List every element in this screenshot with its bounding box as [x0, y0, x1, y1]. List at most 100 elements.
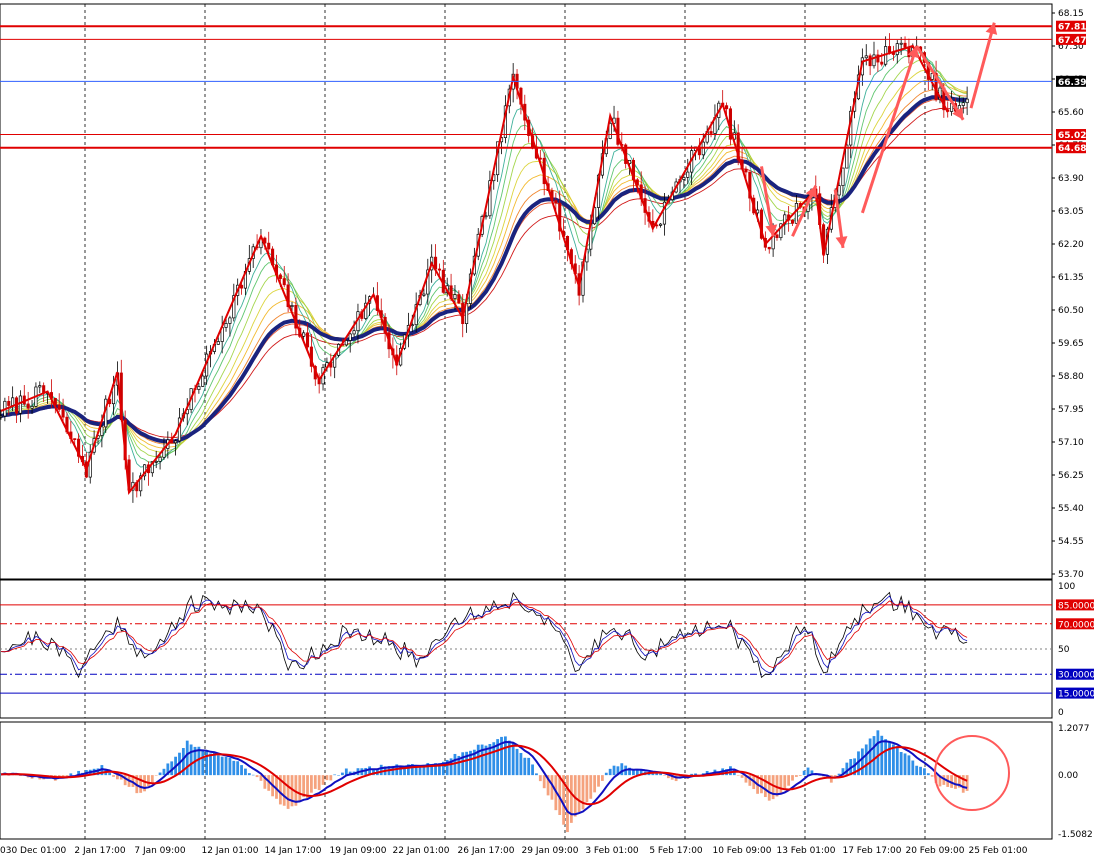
macd-hist-bar [119, 775, 123, 780]
candle [662, 192, 667, 236]
price-tick-label-8: 61.35 [1058, 273, 1084, 283]
x-tick-label-0: 0 [0, 846, 6, 856]
osc-tick-label-1: 50 [1058, 645, 1070, 655]
macd-hist-bar [604, 772, 608, 776]
candle-body [224, 323, 228, 328]
macd-hist-bar [639, 769, 643, 776]
macd-hist-bar [938, 775, 942, 787]
candle-body [662, 201, 667, 225]
candle-body [150, 461, 154, 474]
macd-hist-bar [868, 738, 872, 776]
macd-hist-bar [263, 775, 267, 789]
candle [864, 44, 868, 66]
macd-hist-bar [341, 772, 344, 776]
macd-hist-bar [282, 775, 286, 806]
price-tick-label-1: 67.30 [1058, 42, 1084, 52]
candle-body [42, 385, 46, 393]
macd-hist-bar [767, 775, 771, 801]
candle-body [352, 330, 356, 335]
macd-hist-bar [496, 739, 500, 776]
candle-body [457, 294, 461, 304]
x-tick-label-3: 7 Jan 09:00 [134, 846, 186, 856]
candle [61, 398, 65, 423]
candle-body [348, 333, 352, 341]
candle-body [197, 386, 201, 390]
macd-hist-bar [259, 775, 263, 781]
macd-hist-bar [399, 765, 403, 776]
candle [422, 288, 426, 298]
price-tick-label-14: 56.25 [1058, 471, 1084, 481]
candle-body [659, 223, 663, 226]
macd-hist-bar [798, 775, 802, 776]
osc-level-text: 30.0000 [1058, 671, 1095, 681]
candle [232, 283, 236, 322]
osc-level-text: 85.0000 [1058, 601, 1095, 611]
candle-body [286, 284, 290, 308]
macd-hist-bar [317, 775, 321, 791]
arrow-shaft [915, 45, 965, 121]
macd-hist-bar [876, 730, 880, 776]
candle [767, 246, 771, 254]
level-label-text: 64.68 [1058, 144, 1086, 154]
candle-body [0, 415, 3, 418]
macd-hist-bar [480, 744, 484, 776]
macd-hist-bar [116, 775, 119, 780]
macd-hist-bar [515, 748, 519, 776]
price-tick-label-10: 59.65 [1058, 339, 1084, 349]
price-tick-label-9: 60.50 [1058, 306, 1084, 316]
macd-hist-bar [290, 775, 294, 807]
macd-annotation-circle [934, 735, 1010, 811]
macd-hist-bar [585, 775, 589, 803]
macd-hist-bar [457, 755, 461, 776]
macd-hist-bar [950, 775, 953, 788]
candle-body [77, 438, 81, 457]
macd-hist-bar [802, 770, 806, 776]
candle-body [903, 42, 907, 48]
arrow-head [985, 22, 998, 35]
arrow-up-1 [791, 185, 818, 237]
level-label-0: 67.81 [1056, 20, 1086, 33]
macd-hist-bar [150, 775, 154, 783]
macd-hist-bar [860, 748, 864, 776]
candle [38, 381, 42, 394]
oscillator-panel[interactable]: 100 50 0 85.0000 70.0000 30.0000 15.0000 [0, 578, 1095, 719]
macd-hist-bar [236, 761, 240, 776]
macd-hist-bar [895, 746, 899, 776]
macd-hist-bar [923, 768, 926, 776]
macd-panel[interactable]: 1.2077 0.00 -1.5082 [0, 721, 1093, 840]
candle-body [794, 203, 798, 224]
candle-body [453, 294, 457, 299]
candle [457, 290, 461, 304]
x-tick-label-2: 2 Jan 17:00 [74, 846, 126, 856]
macd-hist-bar [779, 775, 783, 794]
arrow-down-1 [760, 166, 778, 237]
macd-hist-bar [899, 752, 903, 776]
osc-tick-label-2: 0 [1058, 708, 1064, 718]
macd-hist-bar [666, 775, 670, 779]
x-tick-label-14: 17 Feb 17:00 [842, 846, 901, 856]
candle-body [907, 46, 911, 58]
x-tick-label-10: 3 Feb 01:00 [585, 846, 639, 856]
ma-ribbon-line-6 [0, 52, 968, 463]
x-tick-label-15: 20 Feb 09:00 [905, 846, 964, 856]
macd-hist-bar [418, 765, 422, 776]
ma-ribbon-line-5 [0, 59, 968, 458]
macd-hist-bar [892, 744, 895, 776]
macd-hist-bar [519, 752, 523, 776]
macd-hist-bar [488, 744, 492, 776]
ma-ribbon-line-3 [0, 79, 968, 449]
candle [841, 167, 845, 197]
arrow-up-3 [969, 22, 998, 109]
candle [26, 391, 30, 419]
osc-level-label-3: 15.0000 [1056, 687, 1095, 700]
osc-fast-line [0, 591, 968, 679]
macd-hist-bar [449, 758, 453, 776]
x-tick-label-5: 14 Jan 17:00 [265, 846, 322, 856]
price-tick-label-17: 53.70 [1058, 570, 1084, 580]
candle-body [930, 73, 934, 80]
price-panel[interactable]: 68.1567.3066.4565.6064.7563.9063.0562.20… [0, 3, 1086, 581]
candle-body [422, 293, 426, 296]
osc-level-text: 70.0000 [1058, 620, 1095, 630]
candle-body [845, 144, 849, 169]
